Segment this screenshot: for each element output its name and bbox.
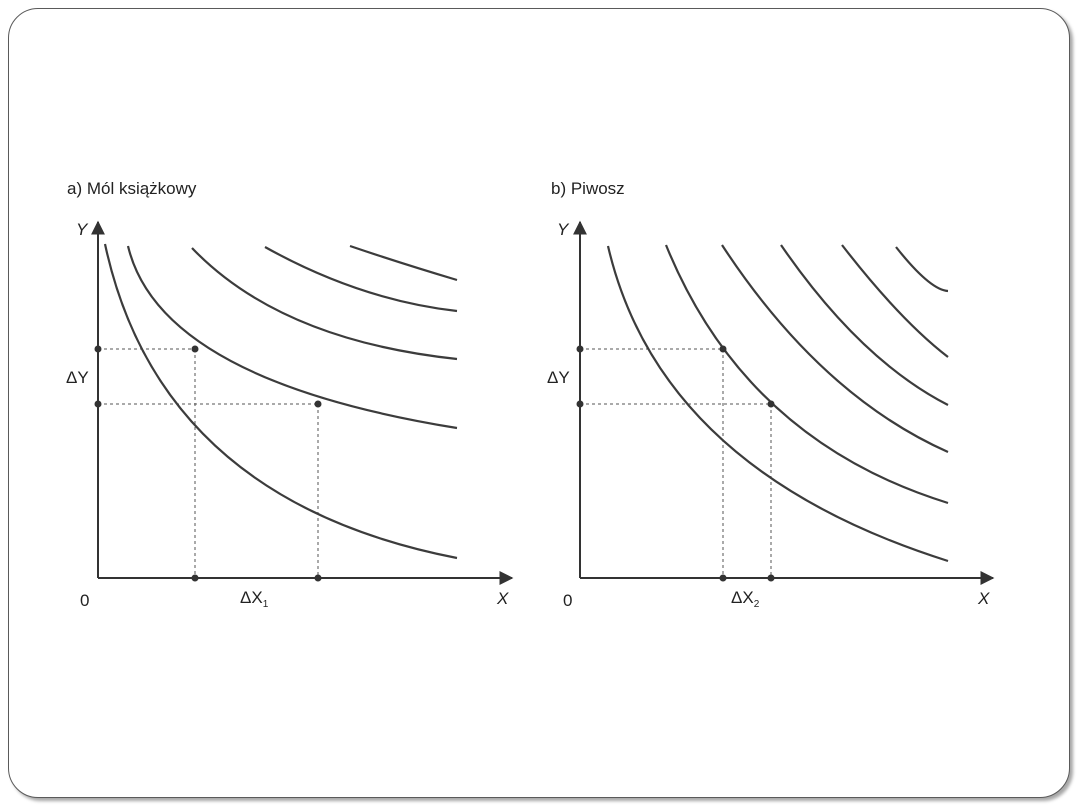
panel-b-point-1 — [719, 345, 727, 353]
panel-a-curve-4 — [264, 246, 458, 313]
panel-a-curve-5 — [349, 244, 458, 282]
panel-a-x-axis-label: X — [496, 589, 509, 608]
panel-b: b) Piwosz Y X 0 ΔY ΔX2 — [547, 179, 995, 610]
panel-b-curve-6 — [895, 246, 949, 293]
panel-b-x-tick-left — [719, 574, 727, 582]
panel-a-x-tick-right — [314, 574, 322, 582]
panel-b-origin-label: 0 — [563, 591, 572, 610]
panel-b-curve-5 — [841, 244, 949, 358]
slide-frame — [8, 8, 1070, 798]
panel-a-curve-2 — [126, 245, 458, 430]
panel-b-x-tick-right — [767, 574, 775, 582]
panel-b-delta-y-label: ΔY — [547, 368, 570, 387]
panel-b-point-2 — [767, 400, 775, 408]
panel-b-y-tick-upper — [576, 345, 584, 353]
panel-a: a) Mól książkowy Y X 0 ΔY ΔX1 — [66, 179, 514, 610]
panel-a-point-1 — [191, 345, 199, 353]
panel-b-delta-x-label: ΔX2 — [731, 588, 760, 610]
panel-b-curve-2 — [664, 244, 949, 505]
panel-b-y-axis-label: Y — [557, 220, 570, 239]
panel-a-curve-3 — [191, 247, 458, 361]
panel-a-delta-y-label: ΔY — [66, 368, 89, 387]
panel-a-title: a) Mól książkowy — [67, 179, 197, 198]
panel-a-x-tick-left — [191, 574, 199, 582]
panel-a-point-2 — [314, 400, 322, 408]
panel-b-title: b) Piwosz — [551, 179, 625, 198]
panel-a-y-tick-lower — [94, 400, 102, 408]
panel-b-curve-4 — [780, 244, 949, 406]
panel-a-y-tick-upper — [94, 345, 102, 353]
panel-b-curve-1 — [606, 245, 949, 563]
panel-b-x-axis-label: X — [977, 589, 990, 608]
panel-b-curve-3 — [721, 244, 949, 454]
panel-b-y-tick-lower — [576, 400, 584, 408]
panel-a-delta-x-label: ΔX1 — [240, 588, 269, 610]
panel-a-origin-label: 0 — [80, 591, 89, 610]
panel-a-curve-1 — [103, 243, 458, 560]
panel-a-y-axis-label: Y — [76, 220, 89, 239]
